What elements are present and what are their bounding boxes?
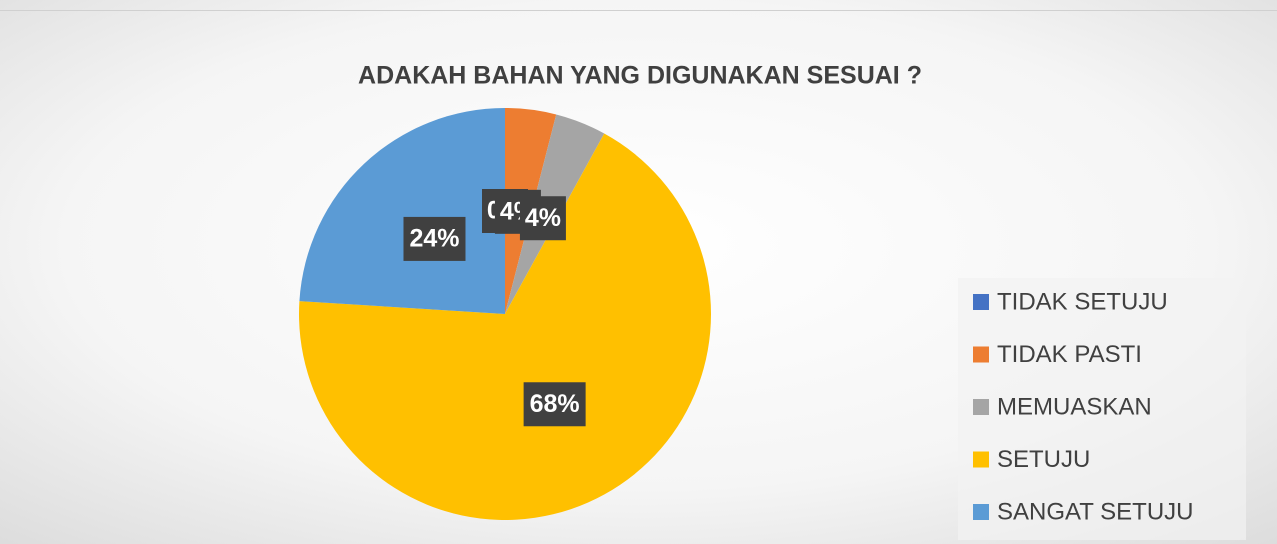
data-label-box	[519, 196, 566, 241]
legend-label: TIDAK SETUJU	[997, 288, 1168, 315]
legend-label: MEMUASKAN	[997, 393, 1152, 420]
legend-swatch	[973, 451, 989, 468]
data-label: 4%	[525, 204, 561, 232]
legend-label: SANGAT SETUJU	[997, 498, 1193, 525]
data-label-box	[523, 382, 586, 427]
legend-swatch	[973, 294, 989, 310]
legend-swatch	[973, 399, 989, 415]
data-label-box	[403, 216, 466, 261]
data-label: 24%	[409, 225, 459, 253]
legend-label: SETUJU	[997, 446, 1090, 473]
data-label: 68%	[530, 390, 580, 418]
legend-label: TIDAK PASTI	[997, 341, 1142, 368]
legend-swatch	[973, 504, 989, 520]
pie-slice	[299, 133, 711, 520]
pie-slice	[299, 108, 505, 314]
chart-title: ADAKAH BAHAN YANG DIGUNAKAN SESUAI ?	[358, 62, 922, 90]
legend-swatch	[973, 346, 989, 363]
legend-box	[958, 278, 1246, 540]
